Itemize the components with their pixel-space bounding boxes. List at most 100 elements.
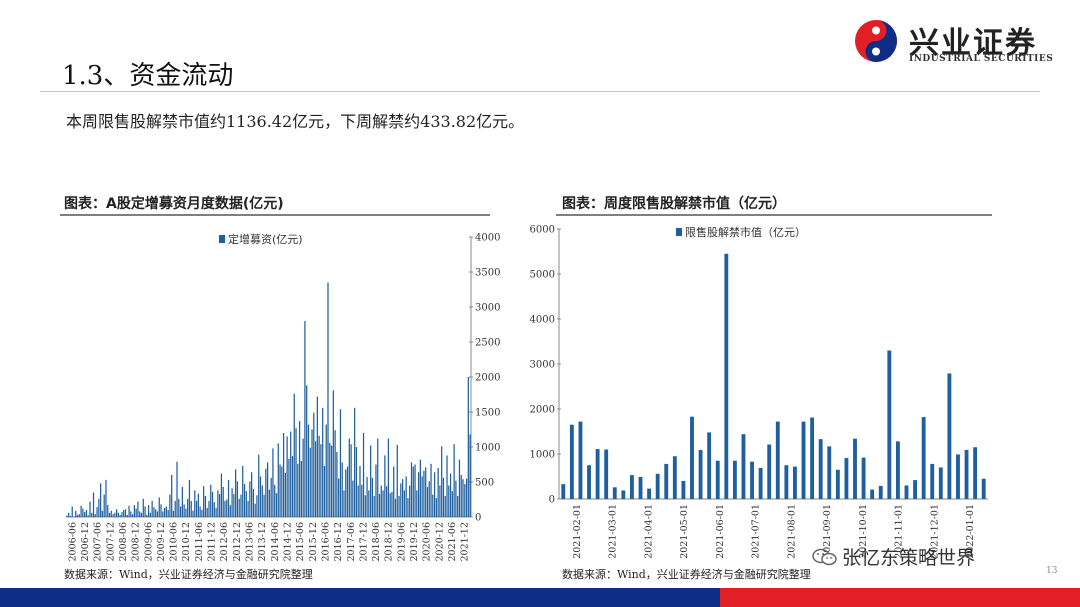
x-tick-label: 2021-09-01 — [822, 504, 833, 559]
bar — [437, 468, 439, 517]
bar — [187, 498, 189, 517]
footer-blue-band — [0, 588, 720, 607]
bar — [801, 421, 806, 499]
y-tick-label: 0 — [475, 513, 481, 524]
x-tick-label: 2019-12 — [409, 522, 420, 561]
y-tick-label: 2000 — [475, 373, 500, 384]
x-tick-label: 2021-06 — [447, 522, 458, 561]
bar — [329, 442, 331, 517]
legend-swatch — [676, 228, 682, 236]
bar — [84, 512, 86, 517]
x-tick-label: 2020-12 — [434, 522, 445, 561]
bar — [930, 463, 935, 499]
bar — [201, 510, 203, 517]
right-chart-source: 数据来源：Wind，兴业证券经济与金融研究院整理 — [562, 568, 811, 581]
bar — [306, 385, 308, 517]
bar — [338, 478, 340, 517]
y-tick-label: 3500 — [475, 268, 500, 279]
bar — [330, 445, 333, 517]
bar — [302, 438, 304, 517]
bar — [453, 444, 455, 517]
bar — [835, 469, 840, 499]
bar — [137, 501, 139, 517]
bar — [105, 479, 107, 517]
bar — [604, 449, 609, 499]
bar — [323, 465, 326, 517]
bar — [664, 463, 669, 499]
x-tick-label: 2009-12 — [156, 522, 167, 561]
bar — [167, 510, 169, 517]
bar — [142, 498, 144, 517]
bar — [176, 461, 178, 517]
bar — [921, 417, 926, 499]
bar — [878, 485, 883, 499]
wechat-icon — [812, 548, 837, 566]
x-tick-label: 2021-10-01 — [858, 504, 869, 559]
y-tick-label: 1500 — [475, 408, 500, 419]
bar — [870, 489, 875, 499]
bar — [410, 462, 413, 517]
bar — [407, 498, 409, 517]
bar — [297, 463, 299, 517]
bar — [377, 438, 379, 517]
bar — [630, 475, 634, 499]
x-tick-label: 2014-06 — [270, 522, 281, 561]
bar — [435, 498, 437, 517]
bar — [758, 467, 763, 499]
bar — [215, 507, 217, 517]
bar — [425, 467, 427, 517]
x-tick-label: 2021-11-01 — [894, 504, 905, 559]
left-chart-rule — [60, 214, 490, 216]
bar — [188, 479, 191, 517]
x-tick-label: 2009-06 — [143, 522, 154, 561]
bar — [117, 512, 120, 517]
bar — [417, 472, 420, 517]
bar — [698, 449, 703, 499]
bar — [715, 460, 720, 499]
bar — [449, 473, 452, 517]
bar — [309, 447, 311, 517]
x-tick-label: 2008-12 — [131, 522, 142, 561]
bar — [465, 478, 468, 517]
x-tick-label: 2007-12 — [105, 522, 116, 561]
bar — [314, 441, 317, 517]
x-tick-label: 2017-12 — [358, 522, 369, 561]
bar — [128, 505, 130, 517]
bar — [217, 490, 219, 517]
bar — [784, 465, 789, 499]
bar — [412, 466, 414, 517]
logo-name-cn: 兴业证券 — [909, 26, 1037, 61]
bar — [162, 511, 164, 517]
bar — [973, 447, 978, 499]
x-tick-label: 2021-07-01 — [751, 504, 762, 559]
bar — [96, 507, 98, 517]
legend-swatch — [219, 235, 225, 243]
bar — [750, 461, 754, 499]
bar — [327, 282, 329, 517]
bar — [293, 393, 295, 517]
bar — [561, 484, 566, 499]
bar — [304, 321, 306, 517]
bar — [235, 469, 237, 517]
bar — [382, 490, 384, 517]
bar — [318, 435, 320, 517]
bar — [236, 481, 239, 517]
bar — [311, 429, 313, 517]
bar — [270, 477, 272, 517]
bar — [414, 464, 416, 517]
bar — [119, 514, 121, 517]
bar — [121, 512, 123, 517]
bar — [265, 468, 267, 517]
bar — [595, 449, 600, 499]
y-tick-label: 4000 — [530, 315, 555, 326]
bar — [638, 476, 643, 499]
page-title: 1.3、资金流动 — [62, 61, 234, 91]
x-tick-label: 2006-06 — [67, 522, 78, 561]
x-tick-label: 2006-12 — [80, 522, 91, 561]
bar — [448, 485, 450, 517]
bar — [165, 506, 167, 517]
bar — [366, 477, 368, 517]
bar — [245, 491, 247, 517]
bar — [94, 514, 96, 517]
bar — [211, 491, 214, 517]
